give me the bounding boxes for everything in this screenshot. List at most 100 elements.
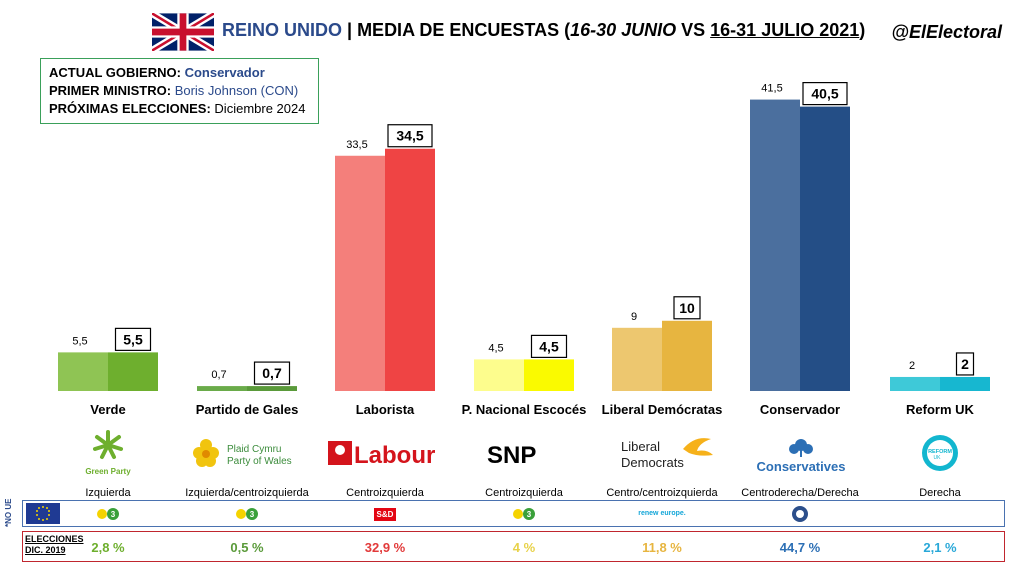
labour-logo: Labour: [325, 428, 445, 478]
label-box-curr-6: [955, 352, 975, 376]
svg-text:UK: UK: [934, 455, 942, 461]
bar-prev-1: [197, 386, 247, 391]
party-name: Laborista: [355, 402, 415, 417]
bar-curr-5: [800, 106, 850, 391]
label-prev-1: 0,7: [211, 369, 226, 381]
election-2019-result: 4 %: [512, 540, 536, 555]
bar-prev-6: [890, 376, 940, 391]
bar-prev-5: [750, 99, 800, 392]
country-name: REINO UNIDO: [222, 20, 343, 40]
label-box-curr-5: [802, 81, 848, 106]
chart-title: REINO UNIDO | MEDIA DE ENCUESTAS (16-30 …: [222, 20, 866, 40]
title-main: MEDIA DE ENCUESTAS (: [357, 20, 571, 40]
label-prev-2: 33,5: [346, 139, 367, 151]
government-info-box: ACTUAL GOBIERNO: Conservador PRIMER MINI…: [40, 58, 319, 124]
party-name: Reform UK: [906, 402, 974, 417]
label-curr-4: 10: [679, 300, 695, 316]
label-prev-4: 9: [631, 311, 637, 323]
label-prev-0: 5,5: [72, 335, 87, 347]
lib-dem-logo: Liberal Democrats: [612, 428, 722, 478]
party-name: Verde: [90, 402, 126, 417]
elections-label: ELECCIONES DIC. 2019: [25, 534, 84, 555]
label-prev-5: 41,5: [761, 83, 782, 95]
label-box-curr-3: [530, 334, 568, 358]
bar-curr-3: [524, 359, 574, 391]
conservatives-logo: Conservatives: [748, 428, 858, 478]
gov-value: Conservador: [184, 65, 265, 80]
election-2019-result: 2,8 %: [91, 540, 125, 555]
svg-text:Liberal: Liberal: [621, 439, 660, 454]
label-prev-6: 2: [909, 360, 915, 372]
bar-prev-0: [58, 352, 108, 391]
party-ideology: Centro/centroizquierda: [606, 487, 718, 499]
svg-text:Democrats: Democrats: [621, 455, 684, 470]
svg-text:Party of Wales: Party of Wales: [227, 456, 292, 467]
party-ideology: Centroderecha/Derecha: [741, 487, 859, 499]
party-ideology: Izquierda: [85, 487, 131, 499]
eu-groups-row: [22, 500, 1005, 527]
period-curr: 16-31 JULIO 2021: [710, 20, 860, 40]
eu-group-badge: 3: [177, 506, 317, 522]
election-2019-result: 0,5 %: [230, 540, 264, 555]
eu-group-badge: 3: [38, 506, 178, 522]
eu-group-badge: [870, 506, 1010, 522]
party-name: Partido de Gales: [195, 402, 299, 417]
green-party-logo: Green Party: [68, 428, 148, 478]
label-curr-3: 4,5: [539, 338, 559, 354]
twitter-handle: @ElElectoral: [891, 22, 1002, 42]
next-election-value: Diciembre 2024: [214, 101, 306, 116]
election-2019-result: 44,7 %: [779, 540, 821, 555]
svg-text:Labour: Labour: [354, 442, 435, 469]
reform-uk-logo: REFORM UK: [910, 428, 970, 478]
bar-curr-4: [662, 320, 712, 391]
snp-logo: SNP: [480, 428, 570, 478]
label-curr-5: 40,5: [811, 86, 838, 102]
svg-text:3: 3: [250, 510, 255, 519]
party-ideology: Izquierda/centroizquierda: [185, 487, 309, 499]
uk-flag-icon: [152, 13, 214, 51]
svg-text:Green Party: Green Party: [85, 467, 131, 476]
party-name: Liberal Demócratas: [601, 402, 723, 417]
label-curr-1: 0,7: [262, 365, 282, 381]
party-name: Conservador: [759, 402, 841, 417]
label-box-curr-2: [387, 124, 433, 148]
svg-text:3: 3: [527, 510, 532, 519]
label-curr-2: 34,5: [396, 128, 423, 144]
eu-flag-icon: [26, 503, 60, 524]
svg-text:Plaid Cymru: Plaid Cymru: [227, 444, 281, 455]
bar-chart: 5,5 5,5 0,7 0,7 33,5 34,5 4,5 4,5 9 10 41,5 40,5 2 2: [58, 81, 990, 392]
svg-text:SNP: SNP: [487, 442, 536, 469]
eu-group-badge: S&D: [315, 506, 455, 522]
eu-group-badge: [730, 506, 870, 522]
plaid-cymru-logo: Plaid Cymru Party of Wales: [190, 428, 310, 478]
election-2019-result: 11,8 %: [642, 540, 682, 555]
eu-group-badge: renew europe.: [638, 510, 686, 517]
bar-prev-2: [335, 155, 385, 391]
label-box-curr-4: [673, 296, 701, 320]
party-ideology: Centroizquierda: [346, 487, 424, 499]
bar-prev-4: [612, 327, 662, 391]
svg-text:REFORM: REFORM: [928, 449, 952, 455]
label-curr-0: 5,5: [123, 331, 143, 347]
bar-curr-0: [108, 352, 158, 391]
election-2019-result: 2,1 %: [923, 540, 957, 555]
eu-group-badge: 3: [454, 506, 594, 522]
period-prev: 16-30 JUNIO: [570, 20, 677, 40]
label-prev-3: 4,5: [488, 342, 503, 354]
label-curr-6: 2: [961, 356, 969, 372]
label-box-curr-0: [114, 327, 152, 351]
bar-curr-1: [247, 386, 297, 391]
label-box-curr-1: [253, 361, 291, 385]
pm-value: Boris Johnson (CON): [174, 83, 299, 98]
party-ideology: Centroizquierda: [485, 487, 563, 499]
elections-2019-row: ELECCIONES DIC. 2019: [22, 531, 1005, 562]
bar-prev-3: [474, 359, 524, 391]
svg-text:3: 3: [111, 510, 116, 519]
election-2019-result: 32,9 %: [364, 540, 406, 555]
party-name: P. Nacional Escocés: [461, 402, 587, 417]
no-eu-label: *NO UE: [4, 498, 13, 527]
party-ideology: Derecha: [919, 487, 961, 499]
bar-curr-2: [385, 148, 435, 391]
bar-curr-6: [940, 376, 990, 391]
svg-text:Conservatives: Conservatives: [757, 459, 846, 474]
